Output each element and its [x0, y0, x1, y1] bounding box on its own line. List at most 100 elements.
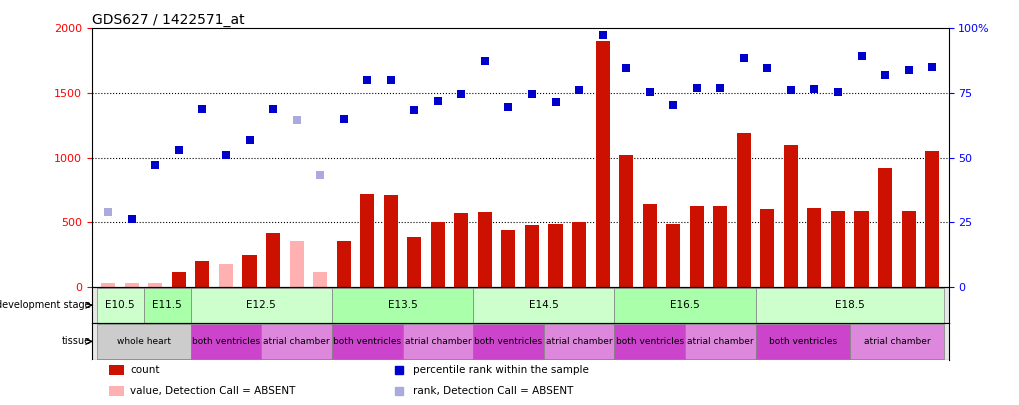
Bar	[97, 324, 191, 359]
Point	[782, 87, 798, 94]
Point	[429, 98, 445, 104]
Point	[335, 116, 352, 122]
Bar	[144, 288, 191, 323]
Bar	[689, 206, 703, 287]
Point	[594, 32, 610, 38]
Bar	[849, 324, 943, 359]
Bar	[736, 133, 750, 287]
Text: E16.5: E16.5	[669, 300, 699, 310]
Bar	[572, 222, 586, 287]
Bar	[148, 283, 162, 287]
Bar	[877, 168, 892, 287]
Bar	[477, 212, 491, 287]
Bar	[336, 241, 351, 287]
Bar	[407, 237, 421, 287]
Point	[758, 65, 774, 72]
Text: rank, Detection Call = ABSENT: rank, Detection Call = ABSENT	[413, 386, 573, 396]
Bar	[313, 272, 327, 287]
Text: count: count	[130, 365, 160, 375]
Bar	[331, 288, 473, 323]
Bar	[854, 211, 868, 287]
Point	[218, 152, 234, 158]
Bar	[473, 288, 613, 323]
Bar	[101, 283, 115, 287]
Bar	[619, 155, 633, 287]
Text: value, Detection Call = ABSENT: value, Detection Call = ABSENT	[130, 386, 296, 396]
Point	[382, 77, 398, 83]
Text: both ventricles: both ventricles	[333, 337, 400, 346]
Point	[147, 162, 163, 169]
Bar	[289, 241, 304, 287]
Bar	[901, 211, 915, 287]
Text: atrial chamber: atrial chamber	[545, 337, 611, 346]
Point	[805, 86, 821, 92]
Text: tissue: tissue	[62, 337, 91, 346]
Text: whole heart: whole heart	[116, 337, 170, 346]
Text: E12.5: E12.5	[247, 300, 276, 310]
Text: E13.5: E13.5	[387, 300, 417, 310]
Bar	[783, 145, 797, 287]
Text: atrial chamber: atrial chamber	[263, 337, 329, 346]
Point	[711, 85, 728, 91]
Point	[406, 107, 422, 113]
Bar	[196, 261, 209, 287]
Bar	[430, 222, 444, 287]
Point	[547, 99, 564, 105]
Bar	[331, 324, 403, 359]
Bar	[191, 324, 261, 359]
Bar	[360, 194, 374, 287]
Bar	[755, 324, 849, 359]
Text: GDS627 / 1422571_at: GDS627 / 1422571_at	[92, 13, 245, 27]
Bar	[685, 324, 755, 359]
Point	[876, 72, 893, 78]
Bar	[755, 288, 943, 323]
Point	[242, 136, 258, 143]
Point	[618, 65, 634, 72]
Text: atrial chamber: atrial chamber	[405, 337, 471, 346]
Point	[853, 52, 869, 59]
Bar	[548, 224, 562, 287]
Bar	[613, 324, 685, 359]
Text: development stage: development stage	[0, 300, 91, 310]
Bar	[613, 288, 755, 323]
Point	[288, 117, 305, 124]
Point	[359, 77, 375, 83]
Bar	[453, 213, 468, 287]
Bar	[403, 324, 473, 359]
Bar	[109, 386, 124, 396]
Bar	[642, 204, 656, 287]
Point	[571, 87, 587, 94]
Bar	[171, 272, 185, 287]
Text: both ventricles: both ventricles	[768, 337, 836, 346]
Text: both ventricles: both ventricles	[615, 337, 683, 346]
Point	[829, 89, 846, 95]
Point	[499, 104, 516, 111]
Bar	[543, 324, 613, 359]
Bar	[665, 224, 680, 287]
Bar	[219, 264, 232, 287]
Point	[688, 85, 704, 91]
Bar	[243, 255, 257, 287]
Point	[194, 105, 210, 112]
Bar	[525, 225, 538, 287]
Bar	[501, 230, 515, 287]
Bar	[807, 208, 820, 287]
Point	[641, 89, 657, 95]
Text: E10.5: E10.5	[105, 300, 135, 310]
Point	[265, 105, 281, 112]
Point	[664, 101, 681, 108]
Point	[476, 58, 492, 64]
Point	[923, 64, 940, 70]
Point	[312, 171, 328, 178]
Bar	[124, 283, 139, 287]
Point	[123, 215, 140, 222]
Bar	[97, 288, 144, 323]
Bar	[830, 211, 844, 287]
Text: E18.5: E18.5	[834, 300, 864, 310]
Text: atrial chamber: atrial chamber	[863, 337, 929, 346]
Bar	[266, 233, 280, 287]
Point	[735, 55, 751, 61]
Text: E14.5: E14.5	[528, 300, 558, 310]
Text: both ventricles: both ventricles	[192, 337, 260, 346]
Text: both ventricles: both ventricles	[474, 337, 542, 346]
